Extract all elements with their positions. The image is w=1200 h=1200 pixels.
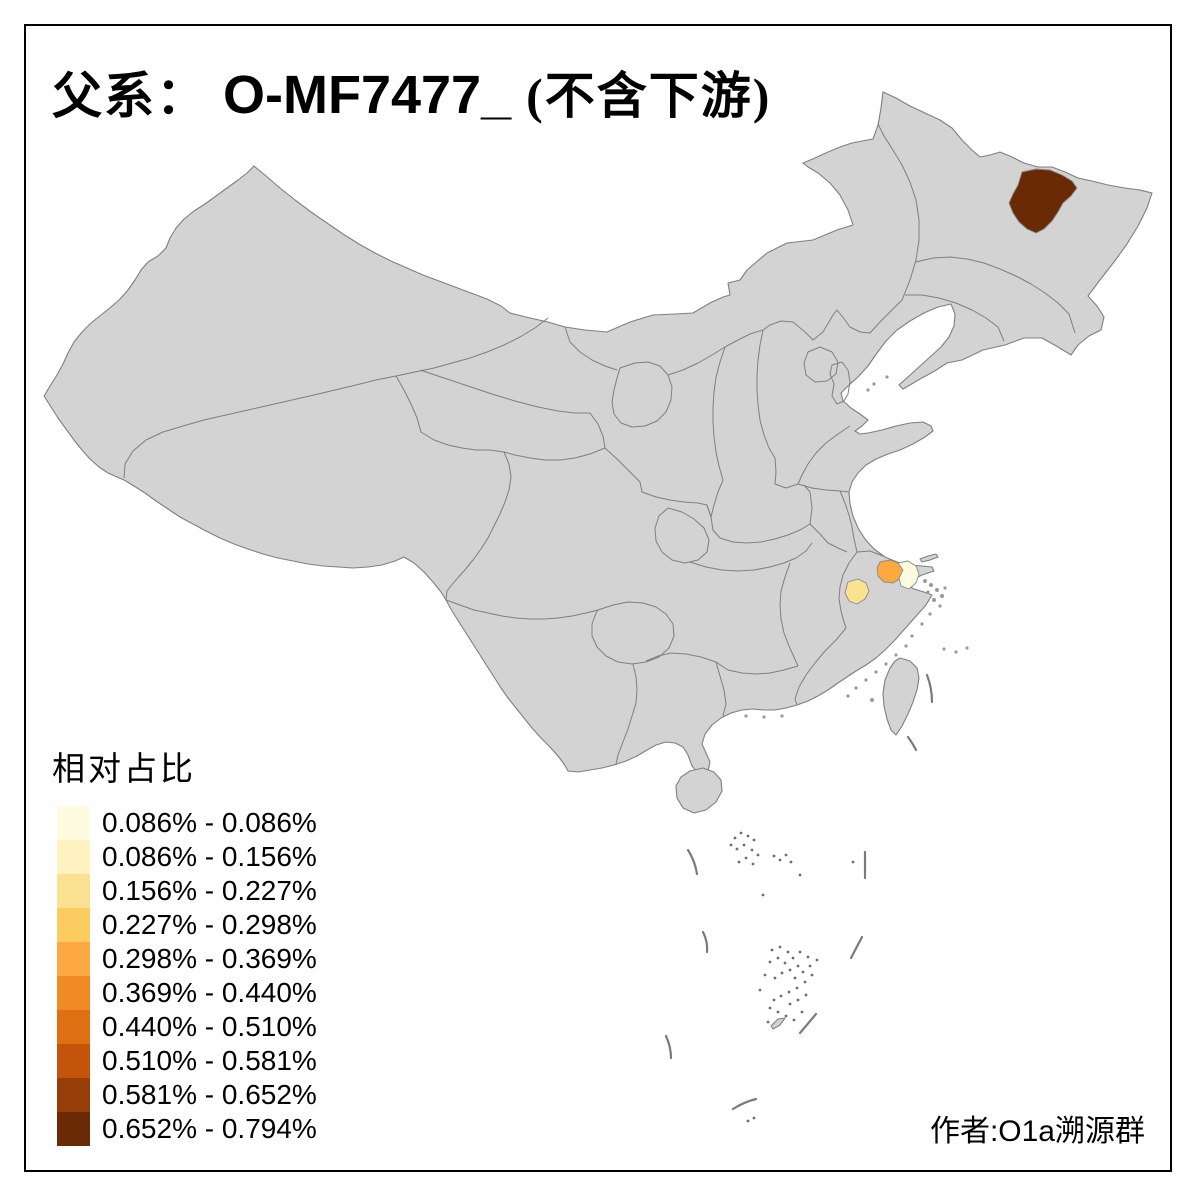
legend-label: 0.369% - 0.440% xyxy=(102,977,317,1008)
legend-label: 0.086% - 0.086% xyxy=(102,807,317,838)
title-suffix: (不含下游) xyxy=(526,68,772,124)
legend-swatch xyxy=(57,908,90,942)
china-mainland-outline xyxy=(43,91,1153,775)
legend-label: 0.510% - 0.581% xyxy=(102,1045,317,1076)
legend-swatch xyxy=(57,806,90,840)
legend-row: 0.440% - 0.510% xyxy=(57,1010,317,1044)
coastal-islets xyxy=(744,375,969,719)
legend-label: 0.652% - 0.794% xyxy=(102,1113,317,1144)
region-shaoxing-cream xyxy=(897,560,920,590)
sea-boundary-dashes xyxy=(664,673,934,1111)
chongming-island xyxy=(919,553,939,563)
hainan-island xyxy=(675,767,723,814)
legend-row: 0.652% - 0.794% xyxy=(57,1112,317,1146)
legend-swatch xyxy=(57,1112,90,1146)
legend-swatch xyxy=(57,942,90,976)
page-title: 父系： O-MF7477_ (不含下游) xyxy=(52,56,771,128)
title-prefix: 父系： xyxy=(52,68,208,124)
legend-swatch xyxy=(57,976,90,1010)
legend-label: 0.227% - 0.298% xyxy=(102,909,317,940)
region-west-zhejiang-yellow xyxy=(844,578,870,605)
region-hangzhou-orange xyxy=(876,559,904,584)
taiwan-island xyxy=(882,657,920,736)
legend-swatch xyxy=(57,840,90,874)
legend-row: 0.086% - 0.156% xyxy=(57,840,317,874)
legend-label: 0.156% - 0.227% xyxy=(102,875,317,906)
province-borders xyxy=(123,123,1076,765)
legend-row: 0.298% - 0.369% xyxy=(57,942,317,976)
title-haplogroup: O-MF7477_ xyxy=(208,65,527,125)
legend-swatch xyxy=(57,874,90,908)
legend-row: 0.581% - 0.652% xyxy=(57,1078,317,1112)
legend-label: 0.440% - 0.510% xyxy=(102,1011,317,1042)
legend-title: 相对占比 xyxy=(52,752,196,788)
region-northeast-dark xyxy=(1008,168,1078,234)
legend-label: 0.581% - 0.652% xyxy=(102,1079,317,1110)
legend-row: 0.086% - 0.086% xyxy=(57,806,317,840)
legend-row: 0.510% - 0.581% xyxy=(57,1044,317,1078)
south-china-sea-islands xyxy=(729,831,855,1123)
legend-row: 0.369% - 0.440% xyxy=(57,976,317,1010)
legend-label: 0.086% - 0.156% xyxy=(102,841,317,872)
legend-swatch xyxy=(57,1044,90,1078)
legend-swatch xyxy=(57,1078,90,1112)
legend-label: 0.298% - 0.369% xyxy=(102,943,317,974)
legend-rows: 0.086% - 0.086% 0.086% - 0.156% 0.156% -… xyxy=(57,806,317,1146)
legend-row: 0.227% - 0.298% xyxy=(57,908,317,942)
legend: 相对占比 0.086% - 0.086% 0.086% - 0.156% 0.1… xyxy=(52,742,317,1146)
legend-row: 0.156% - 0.227% xyxy=(57,874,317,908)
legend-swatch xyxy=(57,1010,90,1044)
attribution: 作者:O1a溯源群 xyxy=(929,1115,1145,1148)
spratly-large-islet xyxy=(770,1017,786,1030)
